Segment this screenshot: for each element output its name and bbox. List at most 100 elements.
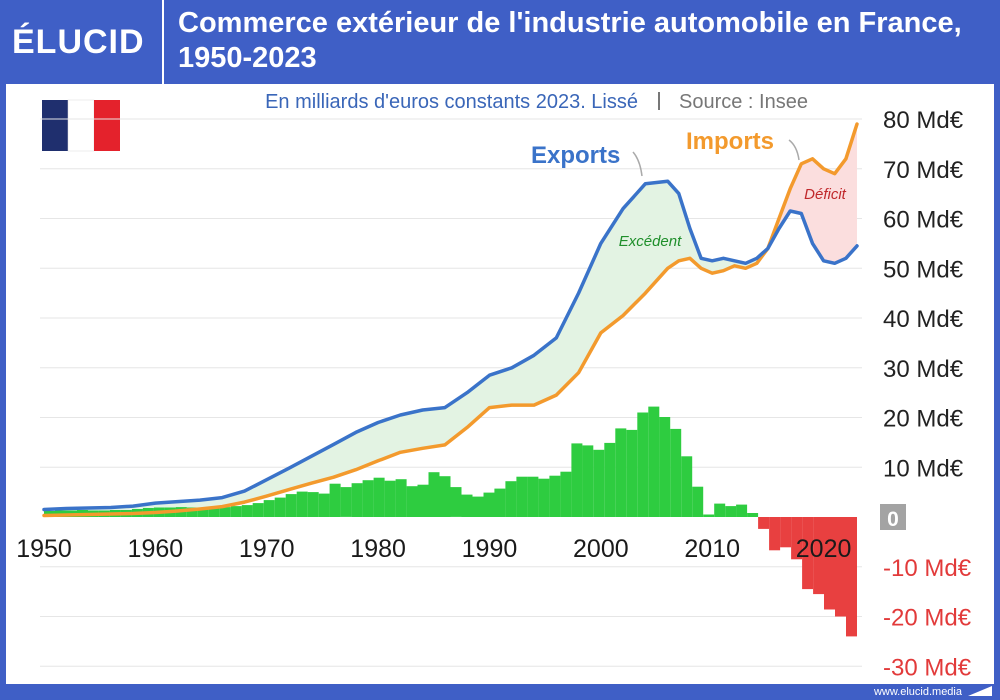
balance-bar bbox=[747, 513, 759, 517]
balance-bar bbox=[670, 428, 682, 517]
y-tick-label: 10 Md€ bbox=[883, 455, 964, 482]
balance-bar bbox=[373, 477, 385, 517]
balance-bar bbox=[186, 507, 198, 517]
balance-bar bbox=[461, 494, 473, 517]
balance-bar bbox=[835, 517, 846, 617]
imports-label: Imports bbox=[686, 128, 774, 155]
x-tick-label: 2010 bbox=[684, 535, 740, 563]
balance-bar bbox=[274, 497, 286, 517]
balance-bar bbox=[725, 506, 737, 517]
x-tick-label: 2000 bbox=[573, 535, 629, 563]
header: ÉLUCID Commerce extérieur de l'industrie… bbox=[0, 0, 1000, 84]
balance-bar bbox=[263, 500, 275, 517]
balance-bar bbox=[483, 492, 495, 517]
balance-bar bbox=[703, 514, 715, 517]
balance-bar bbox=[769, 517, 781, 551]
balance-bar bbox=[736, 504, 748, 517]
balance-bar bbox=[637, 412, 649, 517]
y-tick-label: 0 bbox=[887, 508, 899, 531]
x-tick-label: 1950 bbox=[16, 535, 72, 563]
balance-bar bbox=[439, 476, 451, 517]
surplus-annotation: Excédent bbox=[619, 233, 682, 250]
balance-bar bbox=[824, 517, 835, 610]
y-tick-label: -20 Md€ bbox=[883, 605, 972, 632]
brand-logo: ÉLUCID bbox=[12, 23, 145, 61]
y-tick-label: -30 Md€ bbox=[883, 654, 972, 681]
x-tick-label: 2020 bbox=[796, 535, 852, 563]
balance-bar bbox=[296, 491, 308, 517]
balance-bar bbox=[318, 493, 330, 517]
balance-bar bbox=[593, 449, 605, 517]
imports-line bbox=[42, 122, 859, 518]
balance-bar bbox=[406, 486, 418, 517]
balance-bar bbox=[549, 475, 561, 517]
balance-bar bbox=[362, 480, 374, 517]
imports-leader-line bbox=[788, 139, 800, 161]
balance-bar bbox=[219, 507, 231, 517]
balance-bar bbox=[472, 496, 484, 517]
y-tick-label: 40 Md€ bbox=[883, 306, 964, 333]
balance-bar bbox=[384, 480, 396, 517]
balance-bar bbox=[230, 506, 242, 517]
zero-badge bbox=[880, 504, 906, 530]
y-tick-label: 70 Md€ bbox=[883, 157, 964, 184]
balance-bar bbox=[780, 517, 792, 548]
x-tick-label: 1990 bbox=[462, 535, 518, 563]
balance-bar bbox=[659, 417, 671, 517]
flag-france-icon bbox=[42, 99, 120, 152]
deficit-annotation: Déficit bbox=[804, 186, 847, 203]
balance-bar bbox=[340, 487, 352, 517]
y-tick-label: -10 Md€ bbox=[883, 555, 972, 582]
balance-bar bbox=[802, 517, 814, 590]
deficit-area bbox=[770, 124, 857, 264]
balance-bar bbox=[791, 517, 803, 560]
balance-bar bbox=[241, 505, 253, 517]
balance-bar bbox=[604, 442, 616, 517]
subtitle-separator bbox=[658, 92, 660, 110]
x-tick-label: 1980 bbox=[350, 535, 406, 563]
balance-bar bbox=[582, 445, 594, 517]
balance-bar bbox=[329, 483, 341, 517]
chart-subtitle: En milliards d'euros constants 2023. Lis… bbox=[265, 91, 638, 113]
y-tick-label: 60 Md€ bbox=[883, 207, 964, 234]
balance-bar bbox=[516, 476, 528, 517]
balance-bar bbox=[494, 488, 506, 517]
balance-bar bbox=[538, 478, 550, 517]
y-tick-label: 20 Md€ bbox=[883, 406, 964, 433]
balance-bar bbox=[813, 517, 825, 595]
exports-label: Exports bbox=[531, 142, 620, 169]
balance-bar bbox=[395, 479, 407, 517]
balance-bar bbox=[285, 494, 297, 517]
balance-bar bbox=[626, 429, 638, 517]
balance-bar bbox=[681, 456, 693, 517]
x-tick-label: 1960 bbox=[128, 535, 184, 563]
balance-bar bbox=[758, 517, 770, 529]
y-tick-label: 30 Md€ bbox=[883, 356, 964, 383]
balance-bar bbox=[197, 507, 209, 517]
elucid-mark-icon bbox=[968, 686, 992, 696]
x-tick-label: 1970 bbox=[239, 535, 295, 563]
balance-bar bbox=[208, 507, 220, 517]
balance-bar bbox=[714, 503, 726, 517]
balance-bar bbox=[351, 483, 363, 517]
balance-bar bbox=[846, 517, 857, 637]
exports-leader-line bbox=[632, 151, 643, 177]
y-tick-label: 50 Md€ bbox=[883, 256, 964, 283]
balance-bar bbox=[571, 443, 583, 517]
balance-bar bbox=[428, 472, 440, 517]
balance-bar bbox=[615, 428, 627, 517]
balance-bar bbox=[417, 484, 429, 517]
header-divider bbox=[162, 0, 164, 84]
chart-title: Commerce extérieur de l'industrie automo… bbox=[178, 7, 962, 74]
footer-url: www.elucid.media bbox=[873, 686, 962, 698]
balance-bar bbox=[692, 486, 704, 517]
surplus-area bbox=[44, 181, 768, 516]
balance-bar bbox=[505, 481, 517, 517]
exports-line bbox=[42, 179, 859, 512]
balance-bar bbox=[527, 476, 539, 517]
balance-bar bbox=[560, 471, 572, 517]
balance-bar bbox=[648, 406, 660, 517]
balance-bar bbox=[450, 487, 462, 517]
